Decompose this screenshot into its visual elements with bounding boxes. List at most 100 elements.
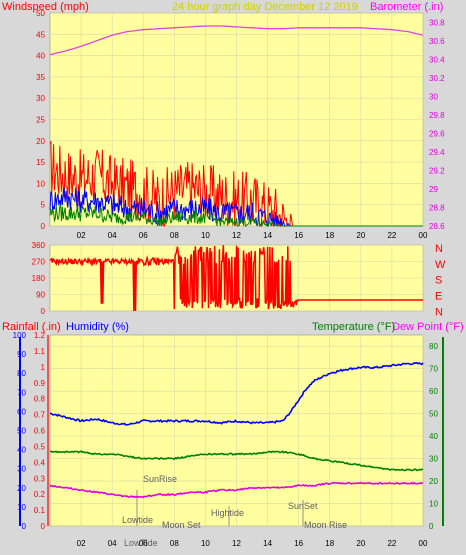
- time-tick-label: 22: [387, 539, 396, 548]
- compass-label: S: [435, 275, 442, 287]
- temperature-tick-label: 60: [429, 387, 438, 396]
- time-tick-label: 16: [294, 539, 303, 548]
- barometer-tick-label: 29.4: [429, 148, 445, 157]
- astronomy-annotations: SunRise SunSet Hightide Lowtide Moon Set…: [122, 474, 347, 548]
- rainfall-tick-label: 0.6: [34, 427, 46, 436]
- barometer-tick-label: 30.2: [429, 74, 445, 83]
- humidity-tick-label: 10: [17, 503, 26, 512]
- barometer-tick-label: 29: [429, 185, 438, 194]
- windspeed-tick-label: 25: [36, 116, 45, 125]
- windspeed-tick-label: 50: [36, 9, 45, 18]
- rainfall-tick-label: 0.9: [34, 379, 46, 388]
- time-tick-label: 12: [232, 539, 241, 548]
- windspeed-tick-label: 40: [36, 52, 45, 61]
- wind-direction-series: [49, 245, 423, 312]
- moonset-label: Moon Set: [162, 520, 201, 530]
- moonrise-label: Moon Rise: [304, 520, 347, 530]
- compass-label: E: [435, 290, 442, 302]
- barometer-tick-label: 30.4: [429, 55, 445, 64]
- barometer-tick-label: 29.6: [429, 129, 445, 138]
- time-tick-label: 10: [201, 231, 210, 240]
- dewpoint-axis-title: Dew Point (°F): [392, 321, 464, 333]
- humidity-tick-label: 90: [17, 350, 26, 359]
- humidity-tick-label: 0: [22, 522, 27, 531]
- direction-tick-label: 270: [32, 258, 46, 267]
- rainfall-tick-label: 0.5: [34, 442, 46, 451]
- time-tick-label: 02: [77, 231, 86, 240]
- humidity-tick-label: 50: [17, 427, 26, 436]
- windspeed-tick-label: 45: [36, 30, 45, 39]
- barometer-tick-label: 28.6: [429, 222, 445, 231]
- time-tick-label: 06: [139, 231, 148, 240]
- time-tick-label: 04: [108, 231, 117, 240]
- temperature-tick-label: 40: [429, 432, 438, 441]
- barometer-tick-label: 29.8: [429, 111, 445, 120]
- temperature-line: [49, 450, 424, 472]
- barometer-line: [49, 25, 424, 56]
- wind-baro-series: [49, 25, 424, 228]
- time-tick-label: 14: [263, 539, 272, 548]
- windspeed-tick-label: 0: [41, 222, 46, 231]
- temperature-axis-title: Temperature (°F): [312, 321, 395, 333]
- direction-tick-label: 0: [41, 307, 46, 316]
- humidity-tick-label: 20: [17, 484, 26, 493]
- compass-label: N: [435, 306, 443, 318]
- time-tick-label: 14: [263, 231, 272, 240]
- time-tick-label: 08: [170, 231, 179, 240]
- wind-baro-panel: 0 5 10 15 20 25 30 35 40 45 50 28.6 28.8 29 29.2 29.4 29…: [36, 9, 445, 240]
- temp-humidity-panel: SunRise SunSet Hightide Lowtide Moon Set…: [13, 331, 444, 548]
- windspeed-tick-label: 15: [36, 158, 45, 167]
- humidity-line: [49, 361, 424, 426]
- rainfall-tick-label: 1.2: [34, 331, 46, 340]
- windspeed-axis-title: Windspeed (mph): [2, 1, 89, 13]
- barometer-tick-label: 28.8: [429, 203, 445, 212]
- compass-label: W: [435, 259, 446, 271]
- time-tick-label: 18: [325, 539, 334, 548]
- temperature-tick-label: 70: [429, 365, 438, 374]
- humidity-tick-label: 30: [17, 465, 26, 474]
- wind-direction-line: [49, 245, 423, 312]
- windspeed-tick-label: 30: [36, 94, 45, 103]
- graph-title: 24 hour graph day December 12 2019: [172, 1, 358, 13]
- sunrise-label: SunRise: [143, 474, 177, 484]
- temperature-tick-label: 0: [429, 522, 434, 531]
- temperature-tick-label: 30: [429, 455, 438, 464]
- windspeed-tick-label: 20: [36, 137, 45, 146]
- temperature-tick-label: 20: [429, 477, 438, 486]
- sunset-label: SunSet: [288, 501, 318, 511]
- temperature-tick-label: 50: [429, 410, 438, 419]
- rainfall-tick-label: 0.4: [34, 458, 46, 467]
- barometer-axis-title: Barometer (.in): [370, 1, 443, 13]
- time-tick-label: 20: [356, 231, 365, 240]
- direction-tick-label: 180: [32, 274, 46, 283]
- rainfall-tick-label: 0: [41, 522, 46, 531]
- rainfall-tick-label: 0.8: [34, 395, 46, 404]
- wind-low-line: [49, 203, 423, 228]
- humidity-axis-title: Humidity (%): [66, 321, 129, 333]
- humidity-tick-label: 60: [17, 407, 26, 416]
- time-tick-label: 12: [232, 231, 241, 240]
- temp-humidity-series: [49, 361, 424, 499]
- time-tick-label: 22: [387, 231, 396, 240]
- time-tick-label: 16: [294, 231, 303, 240]
- time-tick-label: 04: [108, 539, 117, 548]
- rainfall-tick-label: 1: [41, 363, 46, 372]
- dewpoint-line: [49, 481, 424, 499]
- windspeed-tick-label: 10: [36, 179, 45, 188]
- temperature-tick-label: 10: [429, 500, 438, 509]
- hightide-label: Hightide: [211, 508, 244, 518]
- wind-baro-tick-labels: 0 5 10 15 20 25 30 35 40 45 50 28.6 28.8 29 29.2 29.4 29…: [36, 9, 445, 240]
- compass-label: N: [435, 243, 443, 255]
- rainfall-tick-label: 0.2: [34, 490, 46, 499]
- time-tick-label: 06: [139, 539, 148, 548]
- lowtide-bottom-label: LowTide: [124, 538, 158, 548]
- barometer-tick-label: 30.8: [429, 18, 445, 27]
- humidity-tick-label: 70: [17, 388, 26, 397]
- time-tick-label: 08: [170, 539, 179, 548]
- time-tick-label: 00: [419, 231, 428, 240]
- temperature-tick-label: 80: [429, 342, 438, 351]
- barometer-tick-label: 30.6: [429, 37, 445, 46]
